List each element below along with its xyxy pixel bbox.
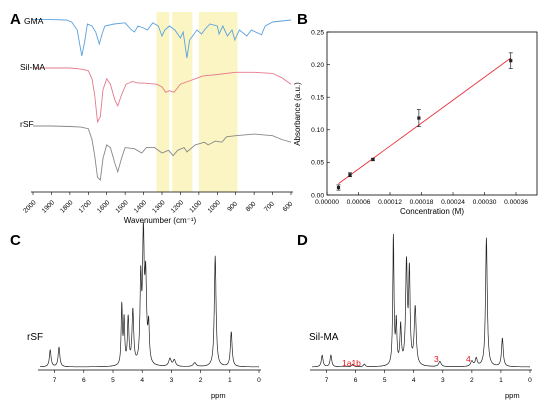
x-tick-label: 5 bbox=[111, 377, 115, 384]
y-tick-label: 0.25 bbox=[311, 29, 324, 36]
series-label-gma: GMA bbox=[24, 16, 44, 26]
panel-c-nmr-rsf: C rSF 7 6 5 4 3 2 1 0 ppm bbox=[10, 221, 261, 400]
x-tick-label: 1900 bbox=[41, 199, 57, 215]
x-tick-label: 1 bbox=[499, 377, 503, 384]
y-tick-label: 0.05 bbox=[311, 160, 324, 167]
point-marker bbox=[417, 116, 421, 120]
x-tick-label: 7 bbox=[325, 377, 329, 384]
y-tick-label: 0.20 bbox=[311, 62, 324, 69]
sample-label: Sil-MA bbox=[309, 332, 339, 343]
panel-c-letter: C bbox=[10, 232, 21, 249]
sample-label: rSF bbox=[27, 332, 43, 343]
x-tick-label: 6 bbox=[82, 377, 86, 384]
panel-d-nmr-silma: D Sil-MA 1a1b 3 4 7 6 5 4 3 2 1 0 ppm bbox=[297, 232, 532, 400]
x-axis-ticks: 7 6 5 4 3 2 1 0 bbox=[53, 370, 261, 384]
x-axis-title: ppm bbox=[211, 391, 226, 400]
nmr-spectrum bbox=[40, 221, 259, 368]
highlight-bands bbox=[156, 12, 238, 192]
x-tick-label: 600 bbox=[282, 200, 295, 213]
peak-label-1a1b: 1a1b bbox=[342, 358, 361, 368]
x-tick-label: 0.00036 bbox=[504, 199, 528, 206]
series-sil-ma bbox=[33, 67, 292, 124]
x-tick-label: 7 bbox=[53, 377, 57, 384]
x-tick-label: 1400 bbox=[133, 199, 149, 215]
x-axis-title: ppm bbox=[505, 391, 520, 400]
x-tick-label: 5 bbox=[383, 377, 387, 384]
x-axis-ticks: 2000 1900 1800 1700 1600 1500 1400 1300 1200 1100… bbox=[22, 192, 295, 215]
x-tick-label: 1100 bbox=[188, 199, 203, 214]
x-tick-label: 0.00024 bbox=[441, 199, 465, 206]
fit-line bbox=[338, 57, 512, 184]
series-label-rsf: rSF bbox=[20, 119, 34, 129]
x-tick-label: 0.00018 bbox=[410, 199, 434, 206]
x-tick-label: 800 bbox=[245, 200, 258, 213]
x-tick-label: 900 bbox=[226, 200, 239, 213]
x-tick-label: 3 bbox=[170, 377, 174, 384]
highlight-band-3 bbox=[198, 12, 238, 192]
x-tick-label: 2 bbox=[470, 377, 474, 384]
point-marker bbox=[509, 59, 513, 63]
x-tick-label: 1800 bbox=[59, 199, 75, 215]
x-tick-label: 1700 bbox=[78, 199, 94, 215]
x-tick-label: 3 bbox=[441, 377, 445, 384]
nmr-trace bbox=[312, 233, 530, 368]
x-axis-title: Concentration (M) bbox=[400, 207, 464, 216]
peak-label-3: 3 bbox=[434, 354, 439, 364]
nmr-trace bbox=[40, 221, 259, 368]
x-tick-label: 1200 bbox=[170, 199, 186, 215]
x-tick-label: 1500 bbox=[114, 199, 130, 215]
x-tick-label: 1600 bbox=[96, 199, 112, 215]
point-marker bbox=[371, 157, 375, 162]
x-tick-label: 1000 bbox=[207, 199, 223, 215]
panel-b-letter: B bbox=[297, 11, 308, 28]
nmr-spectrum bbox=[312, 233, 530, 368]
data-point bbox=[347, 172, 352, 178]
highlight-band-2 bbox=[172, 12, 193, 192]
series-gma bbox=[33, 19, 292, 59]
x-tick-label: 4 bbox=[412, 377, 416, 384]
x-tick-label: 2 bbox=[199, 377, 203, 384]
x-axis-ticks: 7 6 5 4 3 2 1 0 bbox=[325, 370, 532, 384]
data-point bbox=[508, 52, 513, 69]
axis-ticks: 0.00000 0.00006 0.00012 0.00018 0.00024 0.000… bbox=[311, 29, 528, 206]
x-tick-label: 0.00000 bbox=[315, 199, 339, 206]
x-tick-label: 0 bbox=[257, 377, 261, 384]
panel-d-letter: D bbox=[297, 232, 308, 249]
point-marker bbox=[336, 185, 341, 190]
series-label-silma: Sil-MA bbox=[20, 62, 45, 72]
highlight-band-1 bbox=[156, 12, 170, 192]
x-tick-label: 0 bbox=[528, 377, 532, 384]
plot-frame bbox=[326, 31, 538, 196]
ftir-spectra bbox=[33, 19, 292, 181]
x-axis-title: Wavenumber (cm⁻¹) bbox=[124, 216, 197, 225]
data-points bbox=[336, 52, 513, 191]
x-tick-label: 0.00012 bbox=[378, 199, 402, 206]
x-tick-label: 700 bbox=[263, 200, 276, 213]
data-point bbox=[416, 109, 421, 127]
x-tick-label: 2000 bbox=[22, 199, 38, 215]
panel-b-calibration: B 0.00000 0.00006 0.00012 0.00018 0.00024 0.0… bbox=[293, 11, 538, 216]
x-tick-label: 6 bbox=[354, 377, 358, 384]
y-axis-title: Absorbance (a.u.) bbox=[293, 82, 302, 146]
linear-fit bbox=[338, 57, 512, 184]
panel-a-letter: A bbox=[10, 11, 21, 28]
x-tick-label: 1 bbox=[228, 377, 232, 384]
point-marker bbox=[348, 173, 352, 177]
panel-a-ftir: A GMA Sil-MA rSF 2000 1900 1800 1700 1600 150… bbox=[10, 11, 295, 225]
y-tick-label: 0.15 bbox=[311, 95, 324, 102]
x-tick-label: 1300 bbox=[151, 199, 167, 215]
x-tick-label: 0.00030 bbox=[473, 199, 497, 206]
x-tick-label: 4 bbox=[140, 377, 144, 384]
peak-label-4: 4 bbox=[466, 354, 471, 364]
series-rsf bbox=[33, 125, 292, 181]
data-point bbox=[336, 184, 341, 191]
y-tick-label: 0.10 bbox=[311, 127, 324, 134]
x-tick-label: 0.00006 bbox=[347, 199, 371, 206]
data-point bbox=[370, 157, 375, 162]
y-tick-label: 0.00 bbox=[311, 192, 324, 199]
